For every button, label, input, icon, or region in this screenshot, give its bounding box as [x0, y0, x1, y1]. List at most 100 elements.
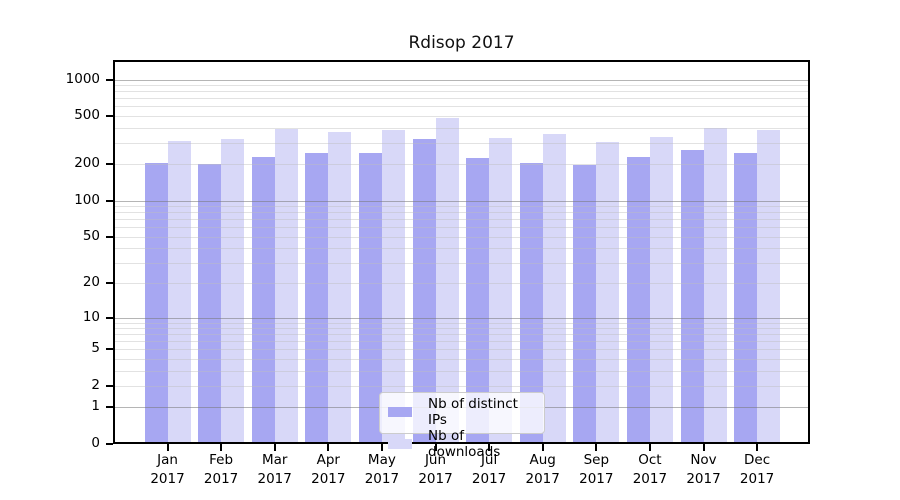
y-tick-label-2: 2	[91, 377, 100, 394]
gridline-90	[113, 206, 810, 208]
gridline-300	[113, 142, 810, 144]
x-tick-label-nov: Nov 2017	[686, 452, 721, 487]
bar-downloads-jun	[435, 117, 459, 444]
legend: Nb of distinct IPs Nb of downloads	[379, 392, 545, 460]
gridline-400	[113, 127, 810, 129]
x-tick-mark-apr	[327, 444, 330, 451]
y-tick-mark-2	[106, 385, 113, 388]
legend-label-distinct-ips: Nb of distinct IPs	[428, 396, 518, 428]
gridline-20	[113, 283, 810, 285]
x-tick-mark-jul	[488, 444, 491, 451]
bar-distinct-ips-may	[358, 152, 382, 444]
y-tick-label-50: 50	[82, 227, 100, 244]
y-tick-label-0: 0	[91, 435, 100, 451]
y-tick-label-5: 5	[91, 340, 100, 357]
bar-downloads-dec	[757, 130, 781, 444]
legend-swatch-distinct-ips	[388, 407, 412, 417]
x-tick-mark-may	[380, 444, 383, 451]
plot-area	[113, 60, 810, 444]
x-tick-label-feb: Feb 2017	[203, 452, 239, 487]
y-tick-label-100: 100	[74, 191, 100, 208]
bar-downloads-aug	[542, 133, 566, 444]
gridline-800	[113, 91, 810, 93]
x-tick-label-oct: Oct 2017	[632, 452, 668, 487]
bar-downloads-jul	[489, 138, 513, 444]
x-tick-mark-jun	[434, 444, 437, 451]
x-tick-label-aug: Aug 2017	[525, 452, 560, 487]
bar-downloads-may	[381, 130, 405, 444]
legend-label-downloads: Nb of downloads	[428, 428, 501, 460]
x-tick-mark-oct	[648, 444, 651, 451]
y-tick-mark-100	[106, 199, 113, 202]
bar-downloads-oct	[649, 136, 673, 444]
y-tick-label-200: 200	[74, 155, 100, 172]
bar-distinct-ips-apr	[305, 153, 329, 444]
x-tick-label-jul: Jul 2017	[471, 452, 507, 487]
y-tick-mark-0	[106, 443, 113, 445]
bar-distinct-ips-feb	[198, 163, 222, 444]
bar-downloads-jan	[167, 141, 191, 444]
gridline-900	[113, 85, 810, 87]
bar-downloads-nov	[703, 127, 727, 444]
gridline-3	[113, 370, 810, 372]
bar-distinct-ips-jan	[144, 162, 168, 444]
gridline-7	[113, 334, 810, 336]
bar-downloads-feb	[221, 139, 245, 444]
gridline-60	[113, 227, 810, 229]
y-tick-mark-1000	[106, 78, 113, 81]
y-tick-label-500: 500	[74, 107, 100, 124]
bar-downloads-apr	[328, 132, 352, 444]
legend-item-downloads: Nb of downloads	[388, 428, 536, 460]
y-tick-mark-5	[106, 348, 113, 351]
gridline-80	[113, 212, 810, 214]
chart-title: Rdisop 2017	[408, 33, 515, 53]
y-tick-mark-500	[106, 115, 113, 118]
y-tick-mark-200	[106, 163, 113, 166]
bar-distinct-ips-jul	[466, 158, 490, 444]
x-tick-mark-feb	[220, 444, 223, 451]
gridline-10	[113, 317, 810, 319]
gridline-5	[113, 349, 810, 351]
gridline-50	[113, 236, 810, 238]
x-tick-label-jun: Jun 2017	[418, 452, 453, 487]
gridline-600	[113, 106, 810, 108]
gridline-200	[113, 164, 810, 166]
bar-distinct-ips-jun	[412, 139, 436, 444]
bar-distinct-ips-aug	[519, 162, 543, 444]
bar-distinct-ips-nov	[680, 150, 704, 444]
y-tick-mark-1	[106, 406, 113, 409]
gridline-700	[113, 98, 810, 100]
gridline-1000	[113, 79, 810, 81]
x-tick-label-apr: Apr 2017	[311, 452, 346, 487]
x-tick-label-may: May 2017	[364, 452, 400, 487]
y-tick-label-1000: 1000	[65, 70, 100, 87]
y-tick-mark-20	[106, 282, 113, 285]
bar-distinct-ips-dec	[734, 153, 758, 444]
gridline-500	[113, 116, 810, 118]
bar-downloads-sep	[596, 142, 620, 444]
x-tick-label-jan: Jan 2017	[150, 452, 185, 487]
x-tick-mark-mar	[273, 444, 276, 451]
y-tick-label-1: 1	[91, 398, 100, 415]
legend-item-distinct-ips: Nb of distinct IPs	[388, 396, 536, 428]
y-tick-label-20: 20	[82, 274, 100, 291]
x-tick-mark-nov	[702, 444, 705, 451]
x-tick-mark-dec	[756, 444, 759, 451]
gridline-100	[113, 200, 810, 202]
x-tick-label-sep: Sep 2017	[579, 452, 614, 487]
bar-distinct-ips-mar	[251, 156, 275, 444]
bar-distinct-ips-oct	[626, 156, 650, 444]
x-tick-mark-sep	[595, 444, 598, 451]
y-tick-mark-50	[106, 235, 113, 238]
gridline-30	[113, 262, 810, 264]
y-tick-mark-10	[106, 316, 113, 319]
gridline-4	[113, 359, 810, 361]
gridline-2	[113, 386, 810, 388]
x-tick-mark-jan	[166, 444, 169, 451]
bar-distinct-ips-sep	[573, 165, 597, 444]
x-tick-label-mar: Mar 2017	[257, 452, 292, 487]
legend-swatch-downloads	[388, 439, 412, 449]
y-tick-label-10: 10	[82, 308, 100, 325]
gridline-8	[113, 328, 810, 330]
